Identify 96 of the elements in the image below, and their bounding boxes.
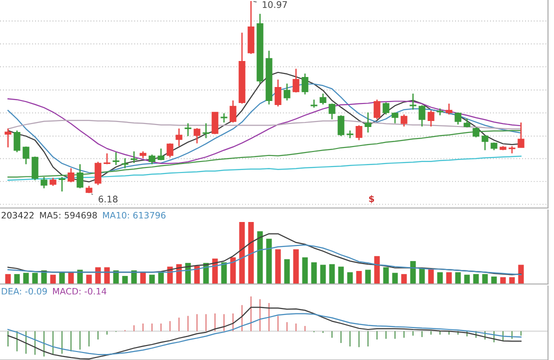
bar: [23, 272, 29, 284]
bar: [419, 268, 425, 284]
candlestick: [212, 111, 218, 135]
text: MA10: 613796: [103, 212, 166, 219]
candlestick: [148, 154, 156, 165]
bar: [194, 266, 200, 284]
bar: [482, 274, 488, 284]
bar: [68, 272, 74, 284]
bar: [455, 272, 461, 284]
bar: [518, 264, 524, 284]
bar: [50, 274, 56, 284]
candlestick: [274, 78, 282, 108]
bar: [257, 231, 263, 284]
bar: [500, 277, 506, 284]
bar: [365, 270, 371, 284]
bar: [392, 272, 398, 284]
bar: [437, 272, 443, 284]
candlestick: [58, 176, 66, 192]
annotation: 10.97: [262, 1, 287, 8]
bar: [284, 259, 290, 284]
bar: [293, 249, 299, 284]
bar: [266, 238, 272, 284]
candlestick: [292, 68, 300, 94]
text: MACD: -0.14: [53, 288, 106, 295]
candlestick: [472, 126, 480, 138]
text: DEA: -0.09: [2, 288, 47, 295]
bar: [230, 257, 236, 284]
candlestick: [338, 114, 344, 137]
bar: [446, 272, 452, 284]
candlestick: [202, 122, 210, 139]
text: 203422: [2, 212, 34, 219]
candlestick: [4, 128, 12, 148]
bar: [320, 264, 326, 284]
candlestick: [230, 100, 236, 124]
bar: [122, 276, 128, 284]
bar: [149, 274, 155, 284]
candlestick: [418, 104, 426, 128]
text: 6.18: [98, 196, 118, 202]
candlestick: [382, 102, 390, 116]
candlestick: [428, 110, 434, 128]
candlestick: [482, 134, 488, 151]
candlestick: [14, 130, 20, 153]
bar: [275, 249, 281, 284]
candlestick: [220, 112, 228, 124]
bar: [329, 264, 335, 284]
candlestick: [130, 150, 138, 164]
text: $: [369, 195, 374, 204]
candlestick: [320, 93, 326, 106]
bar: [410, 261, 416, 284]
bar: [491, 276, 497, 284]
bar: [212, 258, 218, 284]
bar: [383, 267, 389, 284]
bar: [374, 256, 380, 284]
candlestick: [400, 114, 408, 128]
candlestick: [22, 146, 30, 165]
bar: [464, 274, 470, 284]
candlestick: [32, 156, 38, 181]
bar: [473, 274, 479, 284]
bar: [356, 270, 362, 284]
candlestick: [166, 142, 174, 158]
candlestick: [410, 93, 416, 110]
candlestick: [284, 82, 290, 102]
candlestick: [76, 164, 84, 189]
bar: [347, 272, 353, 284]
candlestick: [364, 112, 372, 134]
candlestick: [356, 124, 362, 141]
candlestick: [184, 122, 192, 137]
candlestick: [446, 103, 452, 116]
candlestick: [40, 176, 48, 189]
candlestick: [68, 168, 74, 183]
bar: [86, 274, 92, 284]
candlestick: [518, 122, 524, 148]
bar: [221, 262, 227, 284]
candlestick: [122, 158, 128, 169]
candlestick: [374, 99, 380, 120]
candlestick: [176, 128, 182, 147]
bar: [338, 266, 344, 284]
bar: [302, 257, 308, 284]
bar: [95, 267, 101, 284]
bar: [32, 272, 38, 284]
bar: [239, 222, 245, 284]
bar: [5, 274, 11, 284]
candlestick: [302, 72, 308, 96]
bar: [248, 222, 254, 284]
bar: [311, 262, 317, 284]
bar: [104, 267, 110, 284]
candlestick: [454, 112, 462, 126]
candlestick: [194, 127, 200, 144]
bar: [401, 274, 407, 284]
text: MA5: 594698: [40, 212, 97, 219]
candlestick: [94, 161, 102, 186]
candlestick: [328, 103, 336, 120]
bar: [509, 277, 515, 284]
bar: [428, 269, 434, 284]
bar: [14, 274, 20, 284]
candlestick: [112, 152, 120, 166]
